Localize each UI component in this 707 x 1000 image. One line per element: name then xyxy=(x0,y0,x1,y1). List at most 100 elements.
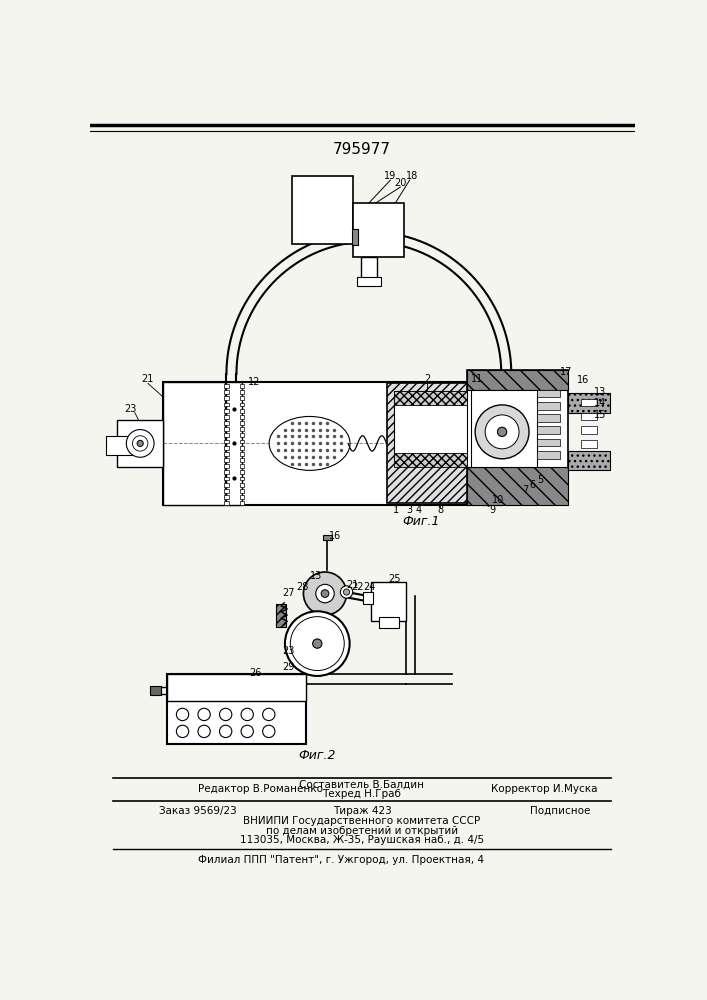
Text: 25: 25 xyxy=(388,574,401,584)
Text: 23: 23 xyxy=(124,404,136,414)
Text: 7: 7 xyxy=(522,485,528,495)
Circle shape xyxy=(303,572,346,615)
Text: Корректор И.Муска: Корректор И.Муска xyxy=(491,784,597,794)
Bar xyxy=(163,382,225,505)
Bar xyxy=(224,489,229,493)
Circle shape xyxy=(241,725,253,738)
Bar xyxy=(537,402,560,410)
Bar xyxy=(224,390,229,394)
Text: Составитель В.Балдин: Составитель В.Балдин xyxy=(300,780,424,790)
Bar xyxy=(356,277,381,286)
Text: 21: 21 xyxy=(141,374,154,384)
Bar xyxy=(581,413,597,420)
Bar xyxy=(167,674,305,744)
Bar xyxy=(361,257,377,279)
Bar xyxy=(322,535,332,540)
Bar xyxy=(224,433,229,437)
Bar xyxy=(224,477,229,480)
Bar xyxy=(240,483,244,487)
Bar xyxy=(467,370,568,389)
Text: Филиал ППП "Патент", г. Ужгород, ул. Проектная, 4: Филиал ППП "Патент", г. Ужгород, ул. Про… xyxy=(198,855,484,865)
Text: 15: 15 xyxy=(594,410,606,420)
Circle shape xyxy=(262,725,275,738)
Bar xyxy=(240,390,244,394)
Text: Редактор В.Романенко: Редактор В.Романенко xyxy=(198,784,323,794)
Bar xyxy=(224,501,229,505)
Bar xyxy=(537,414,560,422)
Bar xyxy=(224,403,229,406)
Bar xyxy=(240,495,244,499)
Bar xyxy=(292,176,354,244)
Bar xyxy=(224,415,229,419)
Bar xyxy=(224,470,229,474)
Text: 3: 3 xyxy=(407,505,413,515)
Text: 16: 16 xyxy=(577,375,589,385)
Text: 23: 23 xyxy=(283,646,295,656)
Bar xyxy=(240,433,244,437)
Bar xyxy=(240,415,244,419)
Bar xyxy=(276,604,286,627)
Circle shape xyxy=(198,708,210,721)
Text: 113035, Москва, Ж-35, Раушская наб., д. 4/5: 113035, Москва, Ж-35, Раушская наб., д. … xyxy=(240,835,484,845)
Bar xyxy=(568,451,610,470)
Circle shape xyxy=(219,708,232,721)
Text: Заказ 9569/23: Заказ 9569/23 xyxy=(160,806,237,816)
Circle shape xyxy=(312,639,322,648)
Circle shape xyxy=(241,708,253,721)
Text: 13: 13 xyxy=(310,571,322,581)
Circle shape xyxy=(132,436,148,451)
Bar xyxy=(240,384,244,388)
Circle shape xyxy=(137,440,144,446)
Bar xyxy=(224,452,229,456)
Text: 18: 18 xyxy=(406,171,418,181)
Bar xyxy=(224,384,229,388)
Bar xyxy=(224,440,229,443)
Text: 4: 4 xyxy=(415,505,421,515)
Text: Подписное: Подписное xyxy=(530,806,590,816)
Bar xyxy=(240,458,244,462)
Text: Тираж 423: Тираж 423 xyxy=(332,806,392,816)
Text: Фиг.1: Фиг.1 xyxy=(402,515,440,528)
Text: 795977: 795977 xyxy=(333,142,391,157)
Bar xyxy=(581,426,597,434)
Bar xyxy=(354,203,404,257)
Text: 11: 11 xyxy=(472,374,484,384)
Bar xyxy=(395,391,467,460)
Bar xyxy=(240,489,244,493)
Bar xyxy=(240,464,244,468)
Bar xyxy=(379,617,399,628)
Bar xyxy=(117,420,163,466)
Bar xyxy=(224,396,229,400)
Circle shape xyxy=(498,427,507,436)
Bar xyxy=(537,439,560,446)
Bar xyxy=(240,440,244,443)
Text: 16: 16 xyxy=(329,531,341,541)
Bar xyxy=(581,399,597,406)
Bar xyxy=(150,686,161,695)
Ellipse shape xyxy=(269,416,350,470)
Circle shape xyxy=(176,725,189,738)
Bar xyxy=(467,466,568,505)
Bar xyxy=(537,426,560,434)
Circle shape xyxy=(291,617,344,671)
Circle shape xyxy=(485,415,519,449)
Text: 20: 20 xyxy=(395,178,407,188)
Circle shape xyxy=(321,590,329,597)
Circle shape xyxy=(316,584,334,603)
Circle shape xyxy=(344,589,350,595)
Text: 27: 27 xyxy=(283,588,295,598)
Text: ВНИИПИ Государственного комитета СССР: ВНИИПИ Государственного комитета СССР xyxy=(243,816,481,826)
Bar xyxy=(224,464,229,468)
Bar xyxy=(537,451,560,459)
Text: 12: 12 xyxy=(248,377,260,387)
Bar xyxy=(105,436,132,455)
Bar xyxy=(240,409,244,413)
Bar xyxy=(387,383,501,503)
Bar xyxy=(472,389,537,466)
Text: Техред Н.Граб: Техред Н.Граб xyxy=(322,789,402,799)
Text: 29: 29 xyxy=(283,662,295,672)
Circle shape xyxy=(219,725,232,738)
Text: Фиг.2: Фиг.2 xyxy=(298,749,336,762)
Bar xyxy=(224,421,229,425)
Text: 2: 2 xyxy=(424,374,431,384)
